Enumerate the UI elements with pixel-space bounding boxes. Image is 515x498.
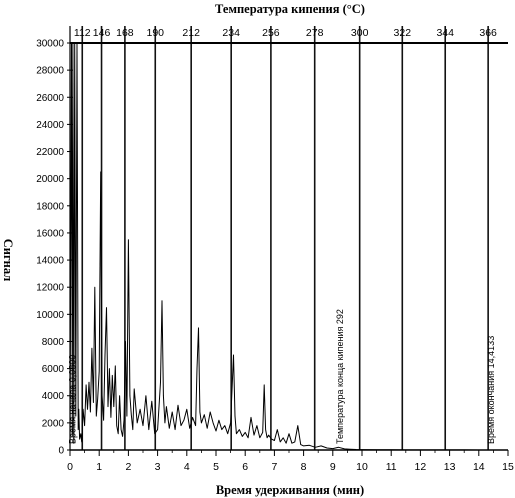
y-tick-label: 28000	[36, 66, 64, 77]
x-tick-label: 4	[184, 461, 190, 473]
boiling-point-lines	[81, 26, 489, 450]
x-tick-label: 12	[415, 461, 427, 473]
x-tick-label: 0	[67, 461, 73, 473]
y-axis-title: Сигнал	[1, 239, 15, 281]
boiling-point-label: 146	[93, 27, 111, 39]
boiling-point-label: 278	[306, 27, 324, 39]
y-tick-label: 20000	[36, 174, 64, 185]
boiling-point-label: 300	[351, 27, 369, 39]
x-tick-label: 11	[386, 461, 397, 473]
boiling-point-label: 212	[182, 27, 200, 39]
x-tick-label: 6	[242, 461, 248, 473]
x-tick-label: 13	[444, 461, 456, 473]
boiling-point-label: 366	[479, 27, 497, 39]
x-tick-label: 2	[125, 461, 131, 473]
boiling-point-label: 234	[222, 27, 240, 39]
axes-layer	[67, 26, 509, 456]
top-axis-title: Температура кипения (°C)	[215, 2, 365, 16]
x-tick-label: 1	[96, 461, 102, 473]
x-tick-label: 10	[356, 461, 368, 473]
tick-labels: 112 146 168 190 212 234 256 278 300 322 344 3660200…	[36, 27, 514, 473]
x-tick-label: 8	[301, 461, 307, 473]
y-tick-label: 22000	[36, 147, 64, 158]
y-tick-label: 30000	[36, 39, 64, 50]
y-tick-label: 16000	[36, 228, 64, 239]
boiling-point-label: 344	[436, 27, 454, 39]
annotation-label: Время окончания 14,4133	[486, 336, 496, 444]
y-tick-label: 24000	[36, 120, 64, 131]
boiling-point-label: 112	[74, 27, 91, 39]
y-tick-label: 18000	[36, 201, 64, 212]
boiling-point-label: 256	[262, 27, 280, 39]
x-tick-label: 9	[330, 461, 336, 473]
y-tick-label: 6000	[42, 364, 65, 375]
signal-line	[69, 42, 491, 451]
boiling-point-label: 190	[146, 27, 164, 39]
annotations-layer: Время начала 0,0800 Температура конца кип…	[67, 309, 496, 444]
y-tick-label: 4000	[42, 391, 65, 402]
x-tick-label: 3	[155, 461, 161, 473]
x-tick-label: 7	[271, 461, 277, 473]
y-tick-label: 2000	[42, 418, 65, 429]
y-tick-label: 26000	[36, 93, 64, 104]
y-tick-label: 0	[58, 446, 64, 457]
series-layer	[69, 42, 491, 451]
annotation-label: Температура конца кипения 292	[335, 309, 345, 444]
y-tick-label: 14000	[36, 256, 64, 267]
boiling-point-label: 322	[394, 27, 412, 39]
annotation-label: Время начала 0,0800	[67, 355, 77, 444]
y-tick-label: 8000	[42, 337, 65, 348]
x-tick-label: 5	[213, 461, 219, 473]
x-axis-title: Время удерживания (мин)	[216, 483, 364, 497]
x-tick-label: 15	[502, 461, 514, 473]
y-tick-label: 10000	[36, 310, 64, 321]
x-tick-label: 14	[473, 461, 485, 473]
boiling-point-label: 168	[116, 27, 134, 39]
y-tick-label: 12000	[36, 283, 64, 294]
